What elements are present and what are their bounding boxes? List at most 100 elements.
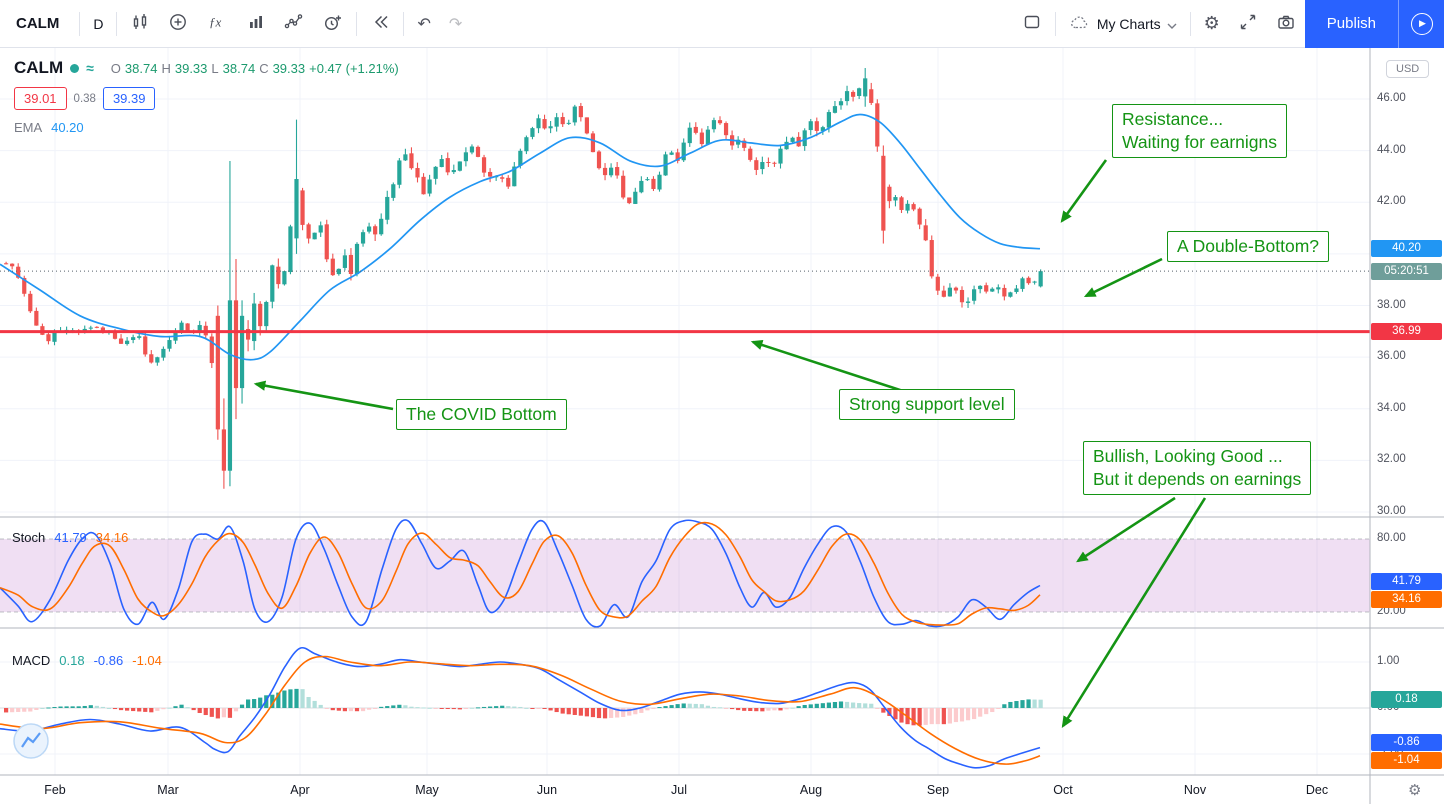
- layout-icon: [1022, 12, 1042, 35]
- candles-icon: [130, 12, 150, 35]
- publish-button[interactable]: Publish: [1304, 0, 1398, 48]
- legend-row-ohlc: CALM ≈ O 38.74 H 39.33 L 38.74 C 39.33 +0.47…: [14, 58, 399, 78]
- month-label[interactable]: Apr: [290, 783, 310, 797]
- axis-label: 32.00: [1377, 453, 1406, 466]
- toolbar-right: My Charts ⚙ Publish ▶: [1013, 0, 1444, 48]
- chart-properties-button[interactable]: ⚙: [1195, 0, 1229, 48]
- fx-icon: ƒx: [206, 12, 228, 35]
- month-label[interactable]: May: [415, 783, 439, 797]
- layout-button[interactable]: [1013, 0, 1051, 48]
- compare-button[interactable]: [159, 0, 197, 48]
- ema-label[interactable]: EMA: [14, 120, 42, 135]
- change-value: +0.47 (+1.21%): [309, 60, 399, 76]
- annotation-resistance[interactable]: Resistance... Waiting for earnigns: [1112, 104, 1287, 159]
- spread-value: 0.38: [73, 92, 96, 105]
- legend-symbol[interactable]: CALM: [14, 58, 64, 77]
- month-label[interactable]: Jul: [671, 783, 687, 797]
- indicators-button[interactable]: ƒx: [197, 0, 237, 48]
- month-label[interactable]: Sep: [926, 783, 950, 797]
- cloud-icon: [1069, 12, 1091, 35]
- countdown-badge: 05:20:51: [1371, 262, 1442, 280]
- chevron-down-icon: [1167, 16, 1177, 32]
- annotation-text: Bullish, Looking Good ...: [1093, 446, 1283, 466]
- annotation-text: A Double-Bottom?: [1177, 236, 1320, 256]
- sell-price[interactable]: 39.01: [14, 87, 67, 110]
- fullscreen-button[interactable]: [1229, 0, 1267, 48]
- wave-icon[interactable]: ≈: [86, 60, 94, 76]
- time-scale[interactable]: [0, 775, 1444, 804]
- undo-icon: ↶: [417, 14, 431, 33]
- stoch-label[interactable]: Stoch: [12, 530, 46, 545]
- timezone-settings-icon[interactable]: ⚙: [1408, 781, 1422, 799]
- redo-icon: ↷: [448, 14, 463, 33]
- high-label: H: [161, 60, 171, 76]
- high-value: 39.33: [174, 60, 208, 76]
- currency-tag[interactable]: USD: [1386, 60, 1430, 78]
- month-label[interactable]: Jun: [536, 783, 558, 797]
- my-charts-label: My Charts: [1096, 15, 1161, 32]
- annotation-text: The COVID Bottom: [406, 404, 557, 424]
- macd-signal-value: -1.04: [132, 653, 162, 668]
- indicator-templates-button[interactable]: [237, 0, 275, 48]
- legend-row-ema: EMA 40.20: [14, 120, 399, 135]
- chart-patterns-button[interactable]: [275, 0, 313, 48]
- toolbar-left: CALM D ƒx ↶ ↷: [0, 0, 471, 47]
- redo-button[interactable]: ↷: [440, 0, 471, 48]
- toolbar-divider: [1054, 11, 1056, 36]
- stoch-d-badge: 34.16: [1371, 590, 1442, 608]
- annotation-text: Strong support level: [849, 394, 1005, 414]
- toolbar-divider: [116, 11, 118, 36]
- annotation-double-bottom[interactable]: A Double-Bottom?: [1167, 231, 1330, 263]
- expand-icon: [1238, 12, 1258, 35]
- my-charts-button[interactable]: My Charts: [1060, 0, 1186, 48]
- month-label[interactable]: Mar: [157, 783, 179, 797]
- axis-label: 38.00: [1377, 298, 1406, 311]
- toolbar-divider: [79, 11, 81, 36]
- macd-hist-value: 0.18: [59, 653, 85, 668]
- undo-button[interactable]: ↶: [408, 0, 439, 48]
- macd-line-value: -0.86: [93, 653, 124, 668]
- macd-line-badge: -0.86: [1371, 734, 1442, 752]
- bar-replay-button[interactable]: [361, 0, 399, 48]
- screenshot-button[interactable]: [1267, 0, 1305, 48]
- axis-label: 80.00: [1377, 532, 1406, 544]
- annotation-covid-bottom[interactable]: The COVID Bottom: [396, 399, 567, 431]
- low-value: 38.74: [222, 60, 256, 76]
- close-label: C: [259, 60, 269, 76]
- month-label[interactable]: Nov: [1183, 783, 1207, 797]
- legend-row-trade: 39.01 0.38 39.39: [14, 87, 399, 110]
- macd-label[interactable]: MACD: [12, 653, 51, 668]
- stoch-legend: Stoch 41.79 34.16: [12, 530, 128, 545]
- annotation-text: Waiting for earnigns: [1122, 132, 1277, 153]
- stoch-k-badge: 41.79: [1371, 572, 1442, 590]
- low-label: L: [211, 60, 219, 76]
- idea-logo[interactable]: [12, 722, 50, 765]
- top-toolbar: CALM D ƒx ↶ ↷ My Charts ⚙: [0, 0, 1444, 48]
- macd-hist-badge: 0.18: [1371, 691, 1442, 709]
- line-nodes-icon: [284, 12, 304, 35]
- month-label[interactable]: Dec: [1305, 783, 1329, 797]
- buy-price[interactable]: 39.39: [102, 87, 156, 110]
- interval-button[interactable]: D: [84, 0, 112, 48]
- axis-label: 42.00: [1377, 195, 1406, 208]
- camera-icon: [1276, 12, 1296, 35]
- month-label[interactable]: Feb: [44, 783, 66, 797]
- annotation-bullish[interactable]: Bullish, Looking Good ... But it depends…: [1083, 441, 1312, 496]
- month-label[interactable]: Oct: [1053, 783, 1073, 797]
- alert-button[interactable]: [313, 0, 352, 48]
- replay-icon: [370, 12, 390, 35]
- annotation-text: But it depends on earnings: [1093, 469, 1302, 490]
- toolbar-divider: [1189, 11, 1191, 36]
- chart-style-button[interactable]: [121, 0, 159, 48]
- month-label[interactable]: Aug: [799, 783, 823, 797]
- gear-icon: ⚙: [1203, 13, 1220, 34]
- symbol-button[interactable]: CALM: [0, 0, 75, 48]
- annotation-support[interactable]: Strong support level: [839, 389, 1015, 421]
- indicator-dot-icon[interactable]: [70, 63, 80, 73]
- publish-menu-button[interactable]: ▶: [1398, 0, 1444, 48]
- open-label: O: [110, 60, 121, 76]
- axis-label: 20.00: [1377, 605, 1406, 617]
- stoch-d-value: 34.16: [95, 530, 129, 545]
